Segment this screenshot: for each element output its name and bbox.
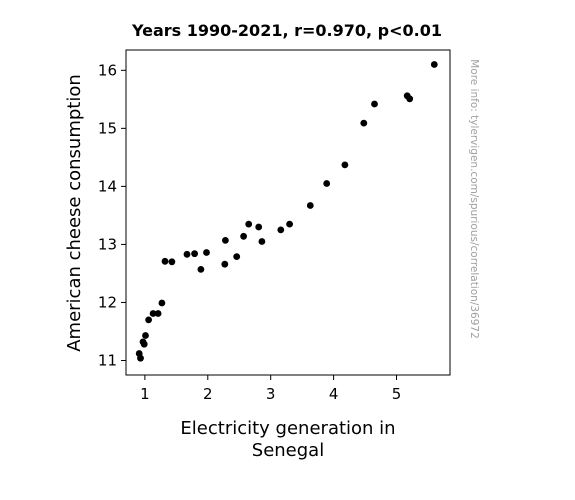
y-axis-label: American cheese consumption bbox=[64, 74, 85, 352]
data-point-32 bbox=[430, 61, 438, 68]
y-tick-label: 13 bbox=[98, 235, 117, 253]
data-point-2 bbox=[137, 354, 144, 362]
y-tick-label: 12 bbox=[98, 293, 117, 311]
data-point-22 bbox=[258, 238, 266, 245]
data-point-15 bbox=[203, 249, 210, 256]
data-point-12 bbox=[183, 250, 191, 258]
data-point-4 bbox=[140, 340, 148, 348]
data-point-13 bbox=[191, 250, 199, 258]
x-tick-label: 2 bbox=[203, 385, 213, 403]
data-point-27 bbox=[341, 161, 349, 169]
data-point-25 bbox=[306, 202, 314, 209]
data-point-24 bbox=[286, 220, 293, 228]
data-points bbox=[135, 61, 438, 362]
data-point-14 bbox=[197, 266, 205, 273]
data-point-17 bbox=[222, 237, 229, 244]
data-point-9 bbox=[158, 299, 166, 307]
data-point-18 bbox=[233, 253, 241, 260]
x-axis-label-line1: Electricity generation in bbox=[180, 418, 395, 439]
x-tick-label: 3 bbox=[266, 385, 276, 403]
data-point-5 bbox=[142, 332, 149, 339]
data-point-10 bbox=[161, 257, 169, 265]
data-point-7 bbox=[149, 310, 157, 317]
x-axis-label-line2: Senegal bbox=[252, 440, 324, 461]
data-point-28 bbox=[360, 119, 368, 127]
x-tick-label: 1 bbox=[140, 385, 150, 403]
plot-frame bbox=[125, 49, 451, 376]
data-point-21 bbox=[255, 223, 263, 231]
source-note: More info: tylervigen.com/spurious/corre… bbox=[468, 59, 480, 339]
data-point-29 bbox=[371, 100, 378, 108]
x-tick-label: 4 bbox=[329, 385, 339, 403]
y-tick-label: 11 bbox=[98, 351, 117, 369]
data-point-11 bbox=[168, 258, 176, 266]
data-point-19 bbox=[240, 232, 248, 240]
data-point-16 bbox=[221, 260, 229, 268]
y-tick-label: 15 bbox=[98, 119, 117, 137]
data-point-20 bbox=[245, 220, 253, 228]
x-axis-ticks: 1 2 3 4 5 bbox=[140, 375, 401, 403]
chart-title: Years 1990-2021, r=0.970, p<0.01 bbox=[131, 21, 442, 40]
x-tick-label: 5 bbox=[392, 385, 402, 403]
y-tick-label: 16 bbox=[98, 61, 117, 79]
y-tick-label: 14 bbox=[98, 177, 117, 195]
y-axis-ticks: 11 12 13 14 15 16 bbox=[98, 61, 126, 369]
data-point-8 bbox=[154, 310, 162, 317]
data-point-23 bbox=[277, 226, 285, 234]
data-point-26 bbox=[323, 180, 331, 187]
data-point-31 bbox=[406, 95, 414, 103]
data-point-6 bbox=[145, 316, 153, 324]
